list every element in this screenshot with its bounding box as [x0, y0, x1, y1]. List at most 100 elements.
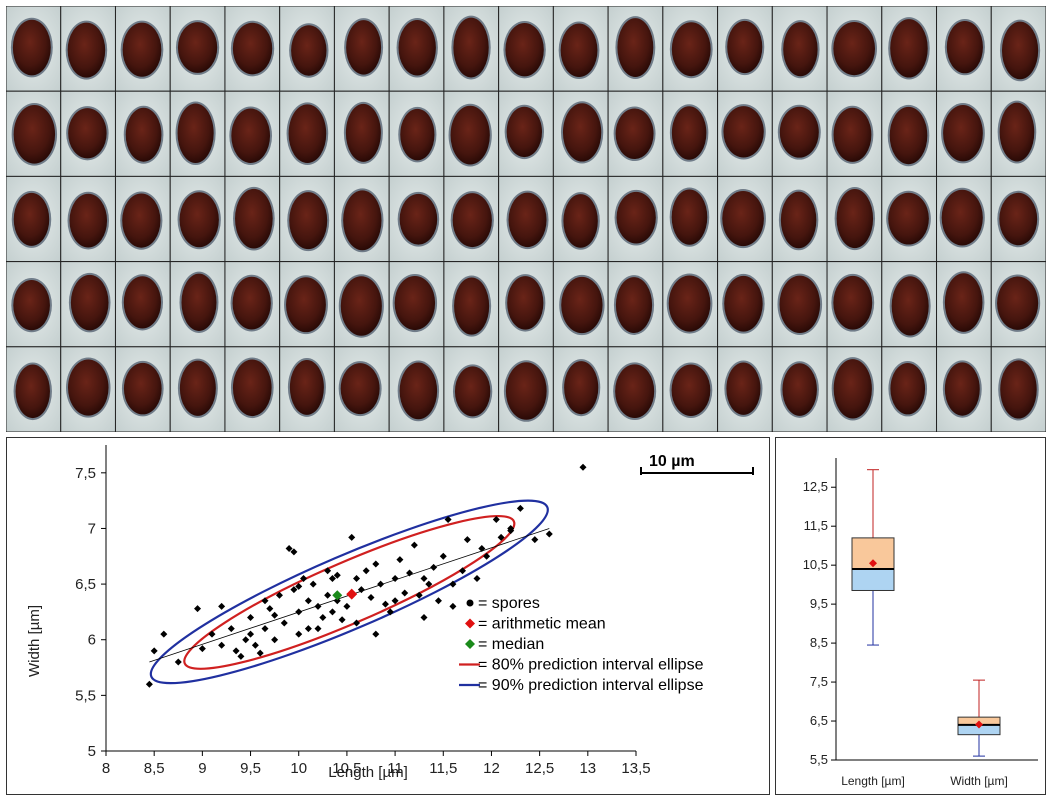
- data-point: [401, 589, 409, 597]
- spore-image: [717, 346, 773, 432]
- spore-image: [771, 261, 828, 348]
- spore-image: [936, 90, 992, 177]
- box-category-label: Length [µm]: [841, 774, 905, 788]
- spore-image: [771, 175, 828, 263]
- spore-image: [607, 261, 664, 348]
- spore-image: [990, 90, 1046, 177]
- x-tick-label: 10,5: [332, 760, 361, 777]
- data-point: [473, 575, 481, 583]
- spore-image: [607, 175, 664, 263]
- data-point: [410, 541, 418, 549]
- spore-image: [936, 346, 992, 432]
- data-point: [449, 602, 457, 610]
- data-point: [324, 591, 332, 599]
- spore-image: [114, 346, 171, 432]
- data-point: [247, 630, 255, 638]
- spore-image: [498, 6, 554, 92]
- data-point: [218, 641, 226, 649]
- spore-image: [881, 90, 938, 177]
- data-point: [227, 625, 235, 633]
- spore-image: [717, 261, 773, 348]
- data-point: [261, 597, 269, 605]
- data-point: [353, 619, 361, 627]
- spore-image: [388, 346, 445, 432]
- spore-image: [279, 175, 335, 263]
- spore-image: [279, 90, 335, 177]
- spore-image: [607, 6, 664, 92]
- data-point: [507, 527, 515, 535]
- data-point: [309, 580, 317, 588]
- box-1: [957, 679, 1001, 757]
- scale-bar-label: 10 µm: [649, 453, 695, 470]
- spore-image: [114, 261, 171, 348]
- data-point: [319, 613, 327, 621]
- spore-image: [6, 261, 62, 348]
- y-tick-label: 5: [88, 743, 96, 760]
- spore-image: [552, 175, 609, 263]
- data-point: [328, 608, 336, 616]
- data-point: [449, 580, 457, 588]
- box-y-tick-label: 10,5: [803, 557, 828, 572]
- spore-image: [717, 90, 773, 177]
- x-tick-label: 8: [102, 760, 110, 777]
- spore-image: [443, 346, 500, 432]
- data-point: [280, 619, 288, 627]
- spore-image: [936, 6, 992, 92]
- spore-image: [826, 175, 883, 263]
- spore-image: [333, 6, 390, 92]
- spore-photo-grid: [6, 6, 1046, 432]
- data-point: [174, 658, 182, 666]
- box-lower-half: [851, 568, 895, 591]
- spore-image: [662, 90, 719, 177]
- data-point: [406, 569, 414, 577]
- spore-image: [169, 175, 226, 263]
- spore-image: [388, 261, 445, 348]
- spore-image: [224, 90, 281, 177]
- spore-image: [6, 346, 62, 432]
- spore-image: [990, 175, 1046, 263]
- legend-marker-spores: [466, 599, 474, 607]
- box-mean-marker: [975, 720, 983, 729]
- spore-image: [990, 261, 1046, 348]
- ellipse-80: [183, 514, 516, 670]
- data-point: [324, 567, 332, 575]
- legend-label-spores: = spores: [478, 595, 540, 612]
- data-point: [391, 597, 399, 605]
- spore-image: [881, 261, 938, 348]
- data-point: [285, 544, 293, 552]
- data-point: [218, 602, 226, 610]
- data-point: [343, 602, 351, 610]
- x-tick-label: 9: [198, 760, 206, 777]
- box-y-tick-label: 6,5: [810, 713, 828, 728]
- legend-marker-mean: [465, 618, 475, 629]
- x-tick-label: 12: [483, 760, 500, 777]
- spore-image: [552, 6, 609, 92]
- data-point: [459, 567, 467, 575]
- data-point: [391, 575, 399, 583]
- spore-image: [936, 175, 992, 263]
- data-point: [247, 613, 255, 621]
- data-point: [328, 575, 336, 583]
- x-tick-label: 8,5: [144, 760, 165, 777]
- data-point: [545, 530, 553, 538]
- median-point: [332, 590, 343, 601]
- box-0: [851, 469, 895, 646]
- data-point: [362, 567, 370, 575]
- spore-image: [6, 175, 62, 263]
- data-point: [478, 544, 486, 552]
- ellipse-90: [149, 499, 549, 685]
- spore-image: [881, 175, 938, 263]
- spore-image: [114, 175, 171, 263]
- data-point: [430, 563, 438, 571]
- y-tick-label: 5,5: [75, 687, 96, 704]
- spore-image: [6, 6, 62, 92]
- mean-point: [346, 588, 358, 600]
- spore-image: [552, 261, 609, 348]
- data-point: [145, 680, 153, 688]
- x-tick-label: 11,5: [429, 760, 457, 777]
- data-point: [150, 647, 158, 655]
- spore-image: [388, 175, 445, 263]
- data-point: [290, 586, 298, 594]
- spore-image: [990, 6, 1046, 92]
- spore-image: [881, 6, 938, 92]
